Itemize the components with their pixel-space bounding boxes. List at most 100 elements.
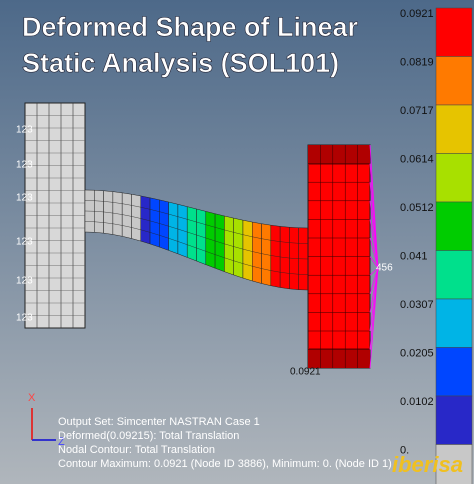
beam-element [196, 208, 207, 265]
legend-swatch [435, 298, 473, 348]
mesh-line [112, 212, 123, 215]
legend-swatch [435, 7, 473, 57]
mesh-line [280, 241, 290, 243]
mesh-line [205, 237, 216, 242]
mesh-line [187, 244, 197, 249]
mesh-line [289, 257, 299, 259]
node-label: 123 [16, 193, 33, 204]
mesh-line [187, 231, 197, 236]
mesh-line [270, 255, 281, 258]
node-label: 123 [16, 125, 33, 136]
mesh-line [187, 219, 197, 223]
legend-swatch [435, 444, 473, 484]
mesh-line [103, 222, 113, 224]
mesh-line [94, 211, 104, 213]
mesh-line [177, 228, 188, 233]
beam-element [149, 197, 160, 248]
title-line: Static Analysis (SOL101) [22, 48, 339, 78]
legend-swatch [435, 250, 473, 300]
legend-swatch [435, 395, 473, 445]
legend-label: 0.0102 [400, 396, 434, 408]
mesh-line [159, 223, 169, 227]
beam-element [205, 211, 216, 269]
mesh-line [122, 214, 132, 217]
legend-label: 0.0921 [400, 8, 434, 20]
axis-label: Z [58, 436, 65, 448]
mesh-line [215, 227, 225, 231]
node-label: 123 [16, 160, 33, 171]
node-label: 0.0921 [290, 367, 321, 378]
plate-edge [308, 145, 370, 165]
mesh-line [270, 270, 281, 273]
mesh-line [131, 216, 141, 219]
legend-swatch [435, 56, 473, 106]
mesh-line [224, 243, 234, 247]
mesh-line [196, 221, 206, 225]
mesh-line [261, 268, 271, 271]
mesh-line [140, 229, 151, 233]
mesh-line [196, 247, 206, 252]
mesh-line [280, 256, 290, 259]
mesh-line [242, 263, 253, 267]
mesh-line [177, 241, 188, 245]
beam-element [242, 219, 253, 282]
beam-element [214, 213, 225, 273]
beam-element [224, 215, 234, 276]
legend-label: 0.0614 [400, 153, 434, 165]
mesh-line [252, 266, 262, 269]
mesh-line [94, 221, 104, 223]
legend: 0.0921 0.0819 0.0717 0.0614 0.0512 0.041 0.030… [400, 7, 473, 484]
legend-label: 0. [400, 444, 409, 456]
mesh-line [159, 235, 169, 239]
mesh-line [168, 213, 178, 217]
mesh-line [261, 238, 271, 241]
mesh-line [215, 240, 225, 245]
note: Contour Maximum: 0.0921 (Node ID 3886), … [58, 458, 392, 470]
mesh-line [122, 203, 132, 206]
mesh-line [149, 209, 160, 212]
rbe-spoke [369, 256, 379, 269]
legend-label: 0.0512 [400, 202, 434, 214]
beam-element [140, 195, 151, 245]
mesh-line [149, 220, 160, 224]
mesh-line [103, 211, 113, 214]
mesh-line [224, 257, 234, 261]
mesh-line [112, 223, 123, 226]
legend-swatch [435, 347, 473, 397]
model: 123 123 123 123 123 123 456 0.0921 [16, 102, 393, 378]
node-label: 123 [16, 313, 33, 324]
mesh-line [233, 246, 244, 250]
rbe-spoke [369, 267, 379, 294]
mesh-line [140, 218, 151, 222]
beam-element [233, 217, 244, 279]
beam-element [131, 193, 141, 242]
beam-element [168, 201, 179, 255]
mesh-line [122, 225, 132, 228]
legend-label: 0.0205 [400, 347, 434, 359]
axis-label: X [28, 392, 36, 404]
legend-swatch [435, 201, 473, 251]
legend-label: 0.0819 [400, 56, 434, 68]
mesh-line [280, 272, 290, 274]
mesh-line [289, 242, 299, 244]
mesh-line [205, 251, 216, 255]
mesh-line [261, 253, 271, 256]
title-line: Deformed Shape of Linear [22, 12, 359, 42]
mesh-line [149, 232, 160, 236]
beam-element [186, 206, 197, 262]
mesh-line [233, 232, 244, 235]
mesh-line [168, 225, 178, 230]
mesh-line [270, 240, 281, 242]
mesh-line [242, 248, 253, 252]
legend-swatch [435, 104, 473, 154]
legend-label: 0.0307 [400, 299, 434, 311]
beam-element [252, 221, 262, 284]
mesh-line [252, 236, 262, 239]
rbe-spoke [369, 267, 379, 369]
mesh-line [131, 227, 141, 230]
mesh-line [168, 238, 178, 242]
mesh-line [215, 254, 225, 258]
mesh-line [112, 202, 123, 204]
mesh-line [159, 211, 169, 215]
